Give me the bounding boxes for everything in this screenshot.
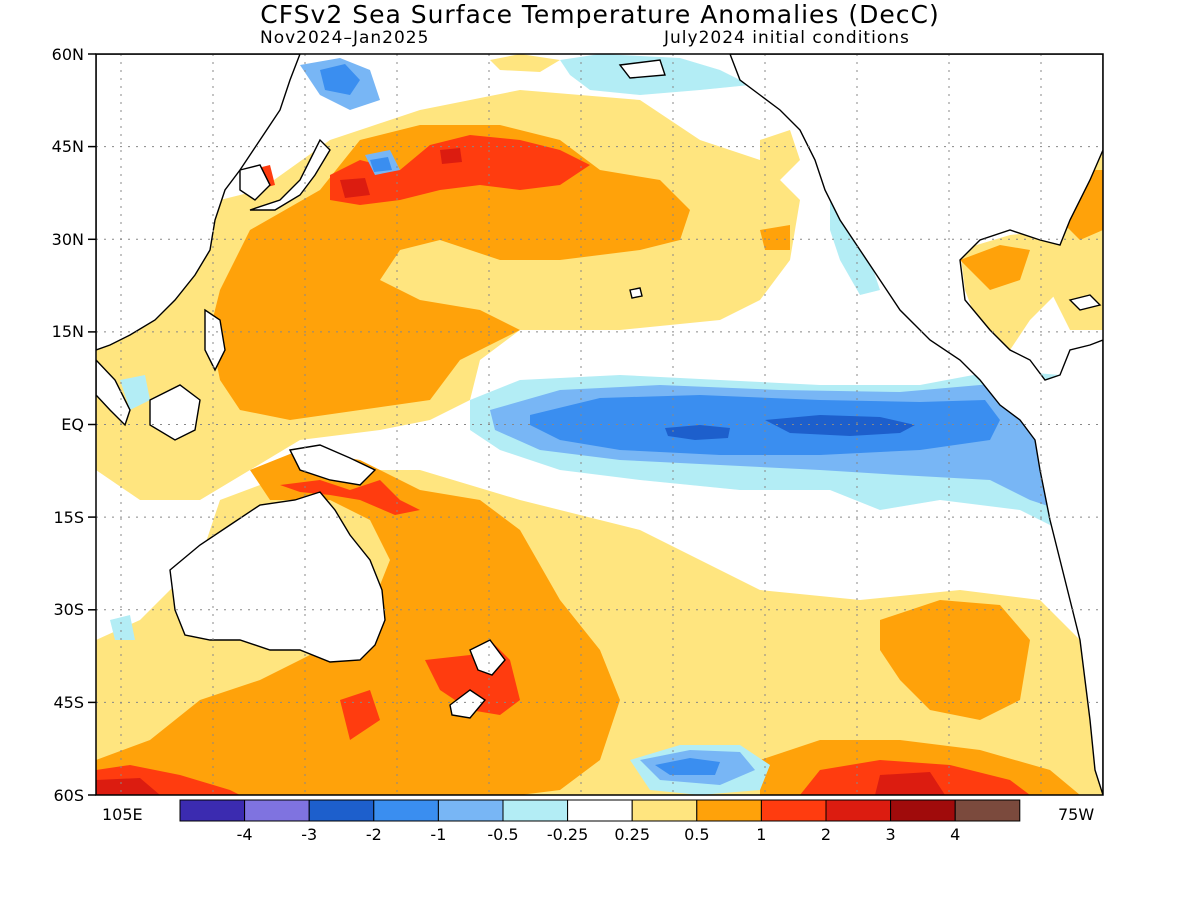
lat-label-60s: 60S xyxy=(53,786,84,805)
colorbar-label: -0.25 xyxy=(547,825,588,844)
lat-label-30n: 30N xyxy=(52,230,84,249)
lat-label-15s: 15S xyxy=(53,508,84,527)
colorbar-label: -1 xyxy=(430,825,446,844)
lon-label-right: 75W xyxy=(1058,805,1094,824)
north-america-land xyxy=(729,54,1103,795)
map-title: CFSv2 Sea Surface Temperature Anomalies … xyxy=(260,0,940,29)
colorbar-swatch xyxy=(631,799,698,822)
initial-conditions: July2024 initial conditions xyxy=(664,28,910,48)
lat-label-60n: 60N xyxy=(52,45,84,64)
sumatra-land xyxy=(96,358,131,427)
warm-2-regions xyxy=(96,68,1055,795)
hawaii-land xyxy=(629,287,643,299)
colorbar-swatch xyxy=(308,799,375,822)
colorbar-swatch xyxy=(502,799,569,822)
australia-land xyxy=(169,491,386,663)
colorbar-swatch xyxy=(567,799,633,822)
colorbar-swatch xyxy=(954,799,1021,822)
cool-1-regions xyxy=(320,64,1000,775)
lat-label-45s: 45S xyxy=(53,693,84,712)
colorbar-label: 1 xyxy=(756,825,766,844)
colorbar-label: -0.5 xyxy=(487,825,518,844)
colorbar-label: 0.25 xyxy=(614,825,650,844)
korea-land xyxy=(239,164,271,201)
colorbar-swatch xyxy=(760,799,827,822)
asia-coast-land xyxy=(96,54,301,351)
lat-axis: 60N 45N 30N 15N EQ 15S 30S 45S 60S xyxy=(52,45,96,805)
forecast-period: Nov2024–Jan2025 xyxy=(260,28,430,48)
new-zealand-land xyxy=(469,639,506,676)
lat-label-15n: 15N xyxy=(52,322,84,341)
colorbar-swatch xyxy=(890,799,956,822)
colorbar-label: 3 xyxy=(886,825,896,844)
aleutian-land xyxy=(618,59,666,79)
colorbar-label: 0.5 xyxy=(684,825,709,844)
colorbar-swatch xyxy=(825,799,892,822)
lon-label-left: 105E xyxy=(102,805,143,824)
colorbar-swatch xyxy=(437,799,504,822)
borneo-land xyxy=(149,384,201,441)
colorbar-label: -2 xyxy=(366,825,382,844)
colorbar-swatch xyxy=(696,799,762,822)
cool-2-regions xyxy=(665,415,915,440)
colorbar-label: -3 xyxy=(301,825,317,844)
colorbar-swatch xyxy=(244,799,310,822)
philippines-land xyxy=(204,308,226,372)
colorbar: -4 -3 -2 -1 -0.5 -0.25 0.25 0.5 1 2 3 4 xyxy=(179,799,1021,844)
colorbar-label: 4 xyxy=(950,825,960,844)
colorbar-label: 2 xyxy=(821,825,831,844)
lat-label-45n: 45N xyxy=(52,137,84,156)
land-masses xyxy=(96,54,1103,795)
colorbar-swatch xyxy=(373,799,439,822)
colorbar-swatch xyxy=(179,799,246,822)
cuba-land xyxy=(1068,294,1102,311)
colorbar-label: -4 xyxy=(237,825,253,844)
lat-label-30s: 30S xyxy=(53,600,84,619)
new-zealand-south-land xyxy=(449,689,487,719)
anomaly-field xyxy=(96,54,1103,795)
lat-label-eq: EQ xyxy=(61,415,84,434)
gridlines xyxy=(96,54,1103,795)
